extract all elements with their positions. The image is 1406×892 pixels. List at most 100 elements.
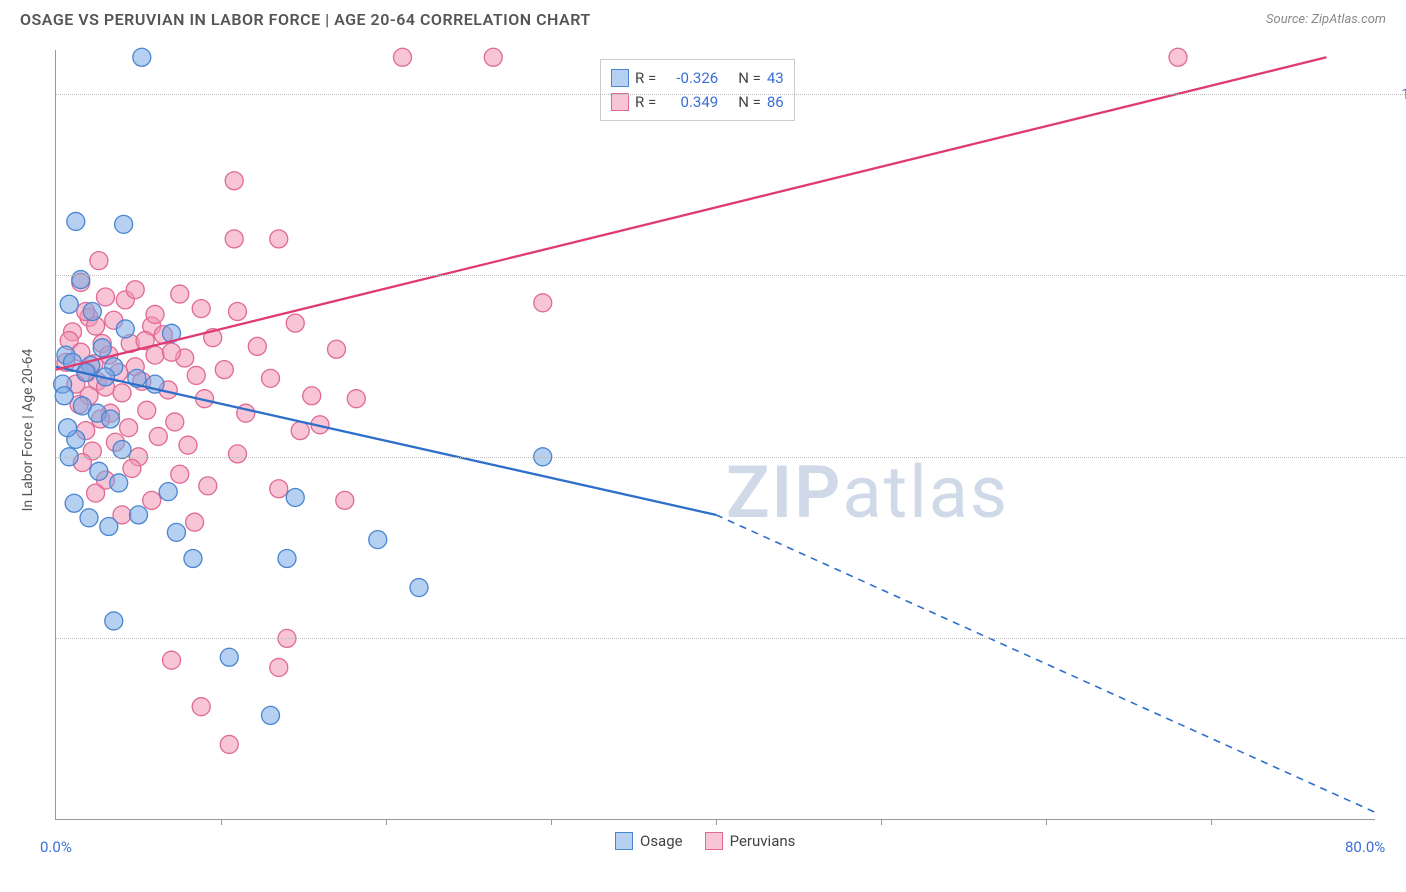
chart-header: OSAGE VS PERUVIAN IN LABOR FORCE | AGE 2… <box>0 0 1406 37</box>
osage-point <box>93 339 111 357</box>
r-value: -0.326 <box>662 66 718 90</box>
osage-point <box>100 518 118 536</box>
osage-point <box>65 494 83 512</box>
osage-point <box>286 488 304 506</box>
osage-trend-dashed <box>716 515 1376 813</box>
osage-point <box>133 48 151 66</box>
peruvian-point <box>163 651 181 669</box>
peruvian-point <box>220 735 238 753</box>
peruvian-point <box>1169 48 1187 66</box>
y-tick-label: 100.0% <box>1401 85 1406 103</box>
peruvian-point <box>192 698 210 716</box>
x-tick <box>1211 819 1212 825</box>
osage-point <box>110 474 128 492</box>
legend-swatch <box>615 832 633 850</box>
peruvian-point <box>171 465 189 483</box>
osage-point <box>369 531 387 549</box>
peruvian-point <box>291 422 309 440</box>
x-tick <box>716 819 717 825</box>
legend-swatch <box>611 69 629 87</box>
osage-point <box>130 506 148 524</box>
peruvian-point <box>126 281 144 299</box>
osage-point <box>83 303 101 321</box>
peruvian-point <box>163 343 181 361</box>
peruvian-point <box>336 491 354 509</box>
peruvian-point <box>229 303 247 321</box>
peruvian-point <box>484 48 502 66</box>
osage-point <box>278 549 296 567</box>
legend-item: Peruvians <box>705 832 796 850</box>
peruvian-point <box>143 491 161 509</box>
r-label: R = <box>635 66 656 90</box>
peruvian-point <box>286 314 304 332</box>
osage-point <box>184 549 202 567</box>
peruvian-point <box>146 305 164 323</box>
peruvian-point <box>113 384 131 402</box>
osage-point <box>262 706 280 724</box>
osage-point <box>80 509 98 527</box>
chart-plot-area: R =-0.326N =43R =0.349N =86 ZIPatlas 62.… <box>55 50 1375 820</box>
gridline <box>56 457 1405 458</box>
peruvian-point <box>138 401 156 419</box>
peruvian-point <box>328 340 346 358</box>
legend-label: Osage <box>640 832 683 850</box>
osage-point <box>59 419 77 437</box>
peruvian-point <box>199 477 217 495</box>
osage-point <box>55 387 73 405</box>
peruvian-point <box>270 658 288 676</box>
x-axis-min-label: 0.0% <box>40 838 72 856</box>
peruvian-point <box>120 419 138 437</box>
legend-swatch <box>611 93 629 111</box>
gridline <box>56 638 1405 639</box>
x-tick <box>221 819 222 825</box>
peruvian-point <box>347 390 365 408</box>
gridline <box>56 275 1405 276</box>
osage-point <box>159 483 177 501</box>
osage-point <box>167 523 185 541</box>
peruvian-point <box>187 366 205 384</box>
y-axis-label: In Labor Force | Age 20-64 <box>20 349 36 512</box>
peruvian-point <box>90 252 108 270</box>
peruvian-point <box>248 337 266 355</box>
osage-point <box>105 612 123 630</box>
peruvian-point <box>87 484 105 502</box>
peruvian-point <box>171 285 189 303</box>
osage-point <box>67 212 85 230</box>
peruvian-point <box>270 480 288 498</box>
x-tick <box>1046 819 1047 825</box>
osage-point <box>116 320 134 338</box>
peruvian-point <box>192 300 210 318</box>
peruvian-point <box>166 413 184 431</box>
osage-point <box>101 410 119 428</box>
osage-point <box>90 462 108 480</box>
peruvian-point <box>186 513 204 531</box>
peruvian-point <box>394 48 412 66</box>
scatter-plot-svg <box>56 50 1375 819</box>
peruvian-point <box>149 427 167 445</box>
peruvian-point <box>270 230 288 248</box>
legend-item: Osage <box>615 832 683 850</box>
x-tick <box>881 819 882 825</box>
n-value: 43 <box>767 66 784 90</box>
peruvian-point <box>534 294 552 312</box>
series-legend: Osage Peruvians <box>615 832 795 850</box>
peruvian-point <box>123 459 141 477</box>
legend-row: R = -0.326 N = 43 <box>611 66 784 90</box>
source-attribution: Source: ZipAtlas.com <box>1266 12 1386 27</box>
chart-title: OSAGE VS PERUVIAN IN LABOR FORCE | AGE 2… <box>20 10 591 29</box>
legend-swatch <box>705 832 723 850</box>
x-axis-max-label: 80.0% <box>1345 838 1385 856</box>
n-label: N = <box>738 66 761 90</box>
peruvian-point <box>229 445 247 463</box>
peruvian-point <box>303 387 321 405</box>
x-tick <box>386 819 387 825</box>
osage-point <box>72 271 90 289</box>
gridline <box>56 94 1405 95</box>
correlation-legend: R =-0.326N =43R =0.349N =86 <box>600 59 795 121</box>
osage-point <box>410 579 428 597</box>
legend-label: Peruvians <box>730 832 796 850</box>
peruvian-point <box>215 361 233 379</box>
peruvian-point <box>179 436 197 454</box>
peruvian-point <box>97 288 115 306</box>
osage-point <box>60 295 78 313</box>
